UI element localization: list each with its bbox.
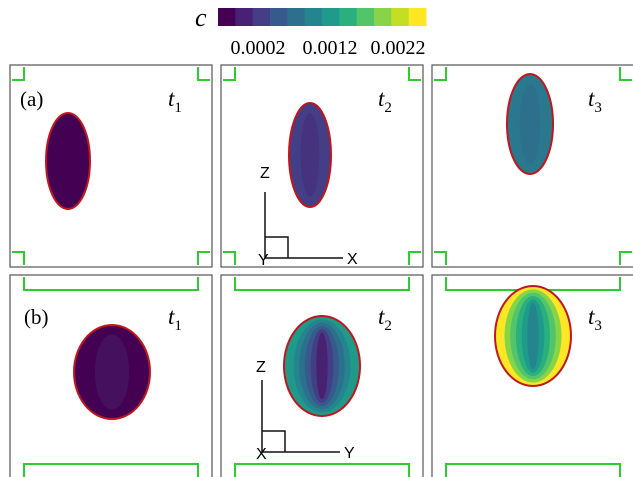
colorbar-band <box>374 8 392 26</box>
drop-layer <box>301 113 320 196</box>
colorbar-tick-label: 0.0002 <box>231 37 286 59</box>
bracket <box>446 464 620 477</box>
bracket <box>24 277 198 290</box>
corner-bracket <box>434 252 632 265</box>
colorbar-band <box>253 8 271 26</box>
colorbar-tick-label: 0.0012 <box>303 37 358 59</box>
colorbar-band <box>235 8 253 26</box>
time-index: 2 <box>384 318 392 334</box>
drops <box>46 74 571 419</box>
colorbar-label: c <box>195 3 207 32</box>
axis-label: Y <box>258 252 269 269</box>
figure: c 0.0002 0.0012 0.0022 (a) (b) t1 t2 t3 t1 t… <box>0 0 633 477</box>
colorbar-band <box>322 8 340 26</box>
time-label: t2 <box>378 304 392 334</box>
colorbar-band <box>287 8 305 26</box>
axis-label: Z <box>256 359 266 376</box>
colorbar-band <box>270 8 288 26</box>
time-index: 2 <box>384 100 392 116</box>
time-label: t1 <box>168 304 182 334</box>
time-label: t1 <box>168 86 182 116</box>
colorbar-band <box>409 8 427 26</box>
axis-label: X <box>347 251 358 268</box>
bracket <box>235 464 409 477</box>
time-index: 3 <box>594 100 602 116</box>
time-label: t2 <box>378 86 392 116</box>
row-label: (a) <box>20 87 43 111</box>
colorbar-band <box>305 8 323 26</box>
drop-layer <box>316 333 327 400</box>
time-index: 1 <box>174 318 182 334</box>
time-index: 3 <box>594 318 602 334</box>
time-index: 1 <box>174 100 182 116</box>
bracket <box>235 277 409 290</box>
bracket <box>24 464 198 477</box>
colorbar-band <box>357 8 375 26</box>
row-label: (b) <box>24 305 49 329</box>
corner-bracket <box>12 252 210 265</box>
time-label: t3 <box>588 304 602 334</box>
corner-bracket <box>12 67 210 80</box>
colorbar-band <box>339 8 357 26</box>
time-label: t3 <box>588 86 602 116</box>
colorbar-band <box>218 8 236 26</box>
colorbar <box>218 8 427 26</box>
colorbar-tick-label: 0.0022 <box>371 37 426 59</box>
drop-layer <box>95 334 129 409</box>
corner-bracket <box>223 67 421 80</box>
axis-label: X <box>256 446 267 463</box>
axis-label: Z <box>260 165 270 182</box>
drop-layer <box>520 84 541 164</box>
colorbar-band <box>391 8 409 26</box>
drop-layer <box>527 303 538 370</box>
axis-label: Y <box>344 445 355 462</box>
